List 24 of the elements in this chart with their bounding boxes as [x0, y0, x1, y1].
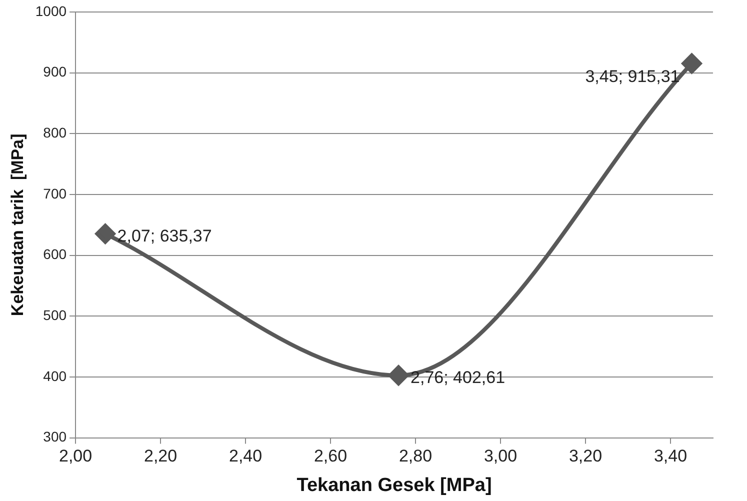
data-label: 2,76; 402,61	[410, 368, 506, 388]
y-tick-label: 700	[43, 185, 67, 202]
x-tick-label: 2,60	[314, 446, 348, 466]
x-tick-label: 2,00	[59, 446, 92, 466]
data-label: 2,07; 635,37	[117, 226, 212, 246]
x-tick-label: 3,00	[484, 446, 518, 466]
y-tick-label: 600	[43, 246, 67, 262]
x-tick-label: 3,40	[654, 446, 688, 466]
point	[682, 54, 702, 74]
y-tick-label: 900	[43, 64, 67, 80]
point	[95, 224, 116, 244]
data-label: 3,45; 915,31	[585, 67, 680, 86]
y-axis-title: Kekeuatan tarik [MPa]	[8, 134, 27, 316]
y-tick-label: 1000	[35, 2, 67, 19]
x-tick-label: 2,20	[144, 446, 178, 466]
y-tick-label: 400	[43, 368, 67, 384]
y-tick-label: 800	[43, 124, 67, 141]
x-tick-label: 2,80	[398, 446, 432, 466]
y-tick-label: 300	[43, 428, 67, 445]
x-tick-label: 3,20	[568, 446, 602, 466]
x-axis-title: Tekanan Gesek [MPa]	[296, 474, 492, 496]
y-tick-label: 500	[43, 307, 67, 323]
x-tick-label: 2,40	[228, 446, 262, 466]
point	[388, 365, 409, 386]
